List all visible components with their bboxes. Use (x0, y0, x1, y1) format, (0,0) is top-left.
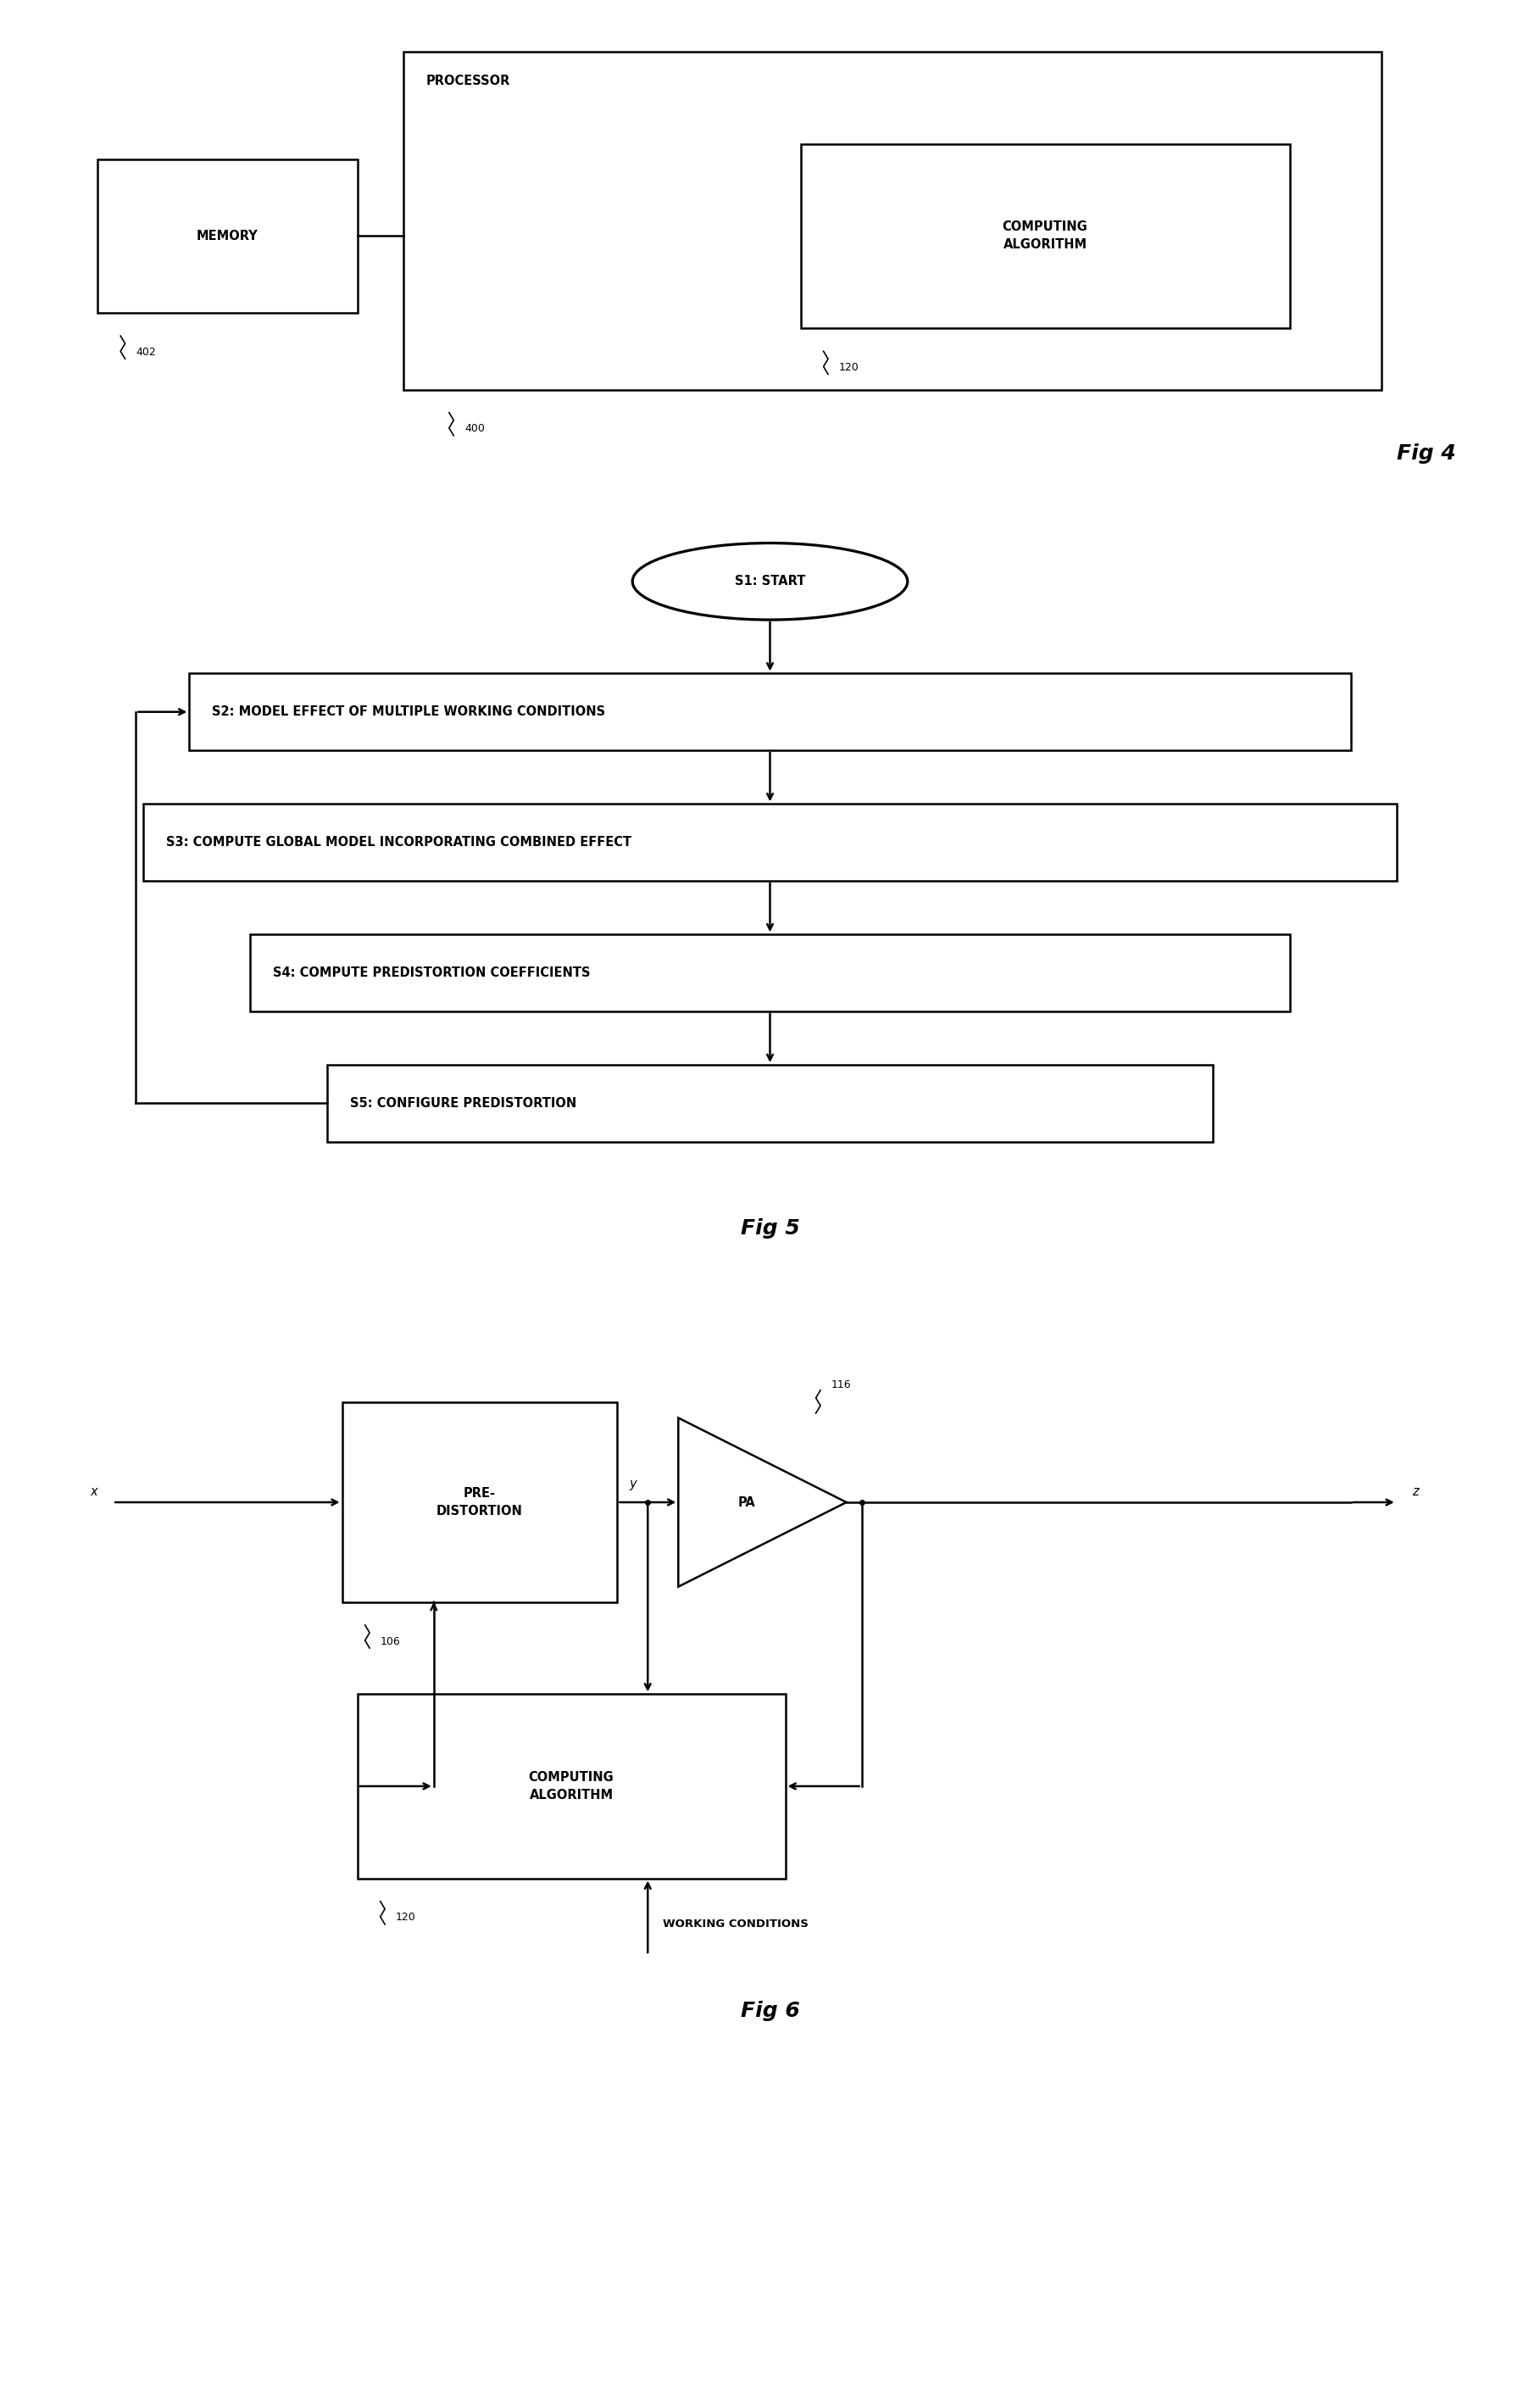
Text: COMPUTING
ALGORITHM: COMPUTING ALGORITHM (1003, 221, 1087, 250)
Text: y: y (630, 1477, 636, 1489)
Text: 400: 400 (465, 423, 485, 435)
Text: MEMORY: MEMORY (197, 229, 259, 243)
Bar (403, 53, 1381, 390)
Bar (326, 1066, 1214, 1140)
Bar (801, 144, 1289, 327)
Ellipse shape (633, 544, 907, 621)
Text: Fig 6: Fig 6 (741, 2002, 799, 2021)
Text: S2: MODEL EFFECT OF MULTIPLE WORKING CONDITIONS: S2: MODEL EFFECT OF MULTIPLE WORKING CON… (213, 705, 605, 719)
Text: PRE-
DISTORTION: PRE- DISTORTION (436, 1487, 522, 1518)
Text: S1: START: S1: START (735, 575, 805, 587)
Text: 106: 106 (380, 1636, 400, 1646)
Bar (97, 159, 357, 313)
Text: WORKING CONDITIONS: WORKING CONDITIONS (664, 1920, 808, 1930)
Text: x: x (91, 1485, 97, 1497)
Bar (189, 674, 1351, 751)
Text: 120: 120 (396, 1913, 416, 1922)
Text: S4: COMPUTE PREDISTORTION COEFFICIENTS: S4: COMPUTE PREDISTORTION COEFFICIENTS (273, 967, 591, 979)
Text: S5: CONFIGURE PREDISTORTION: S5: CONFIGURE PREDISTORTION (350, 1097, 576, 1109)
Text: COMPUTING
ALGORITHM: COMPUTING ALGORITHM (528, 1771, 614, 1802)
Bar (357, 1694, 785, 1879)
Bar (143, 804, 1397, 881)
Polygon shape (678, 1417, 847, 1586)
Text: Fig 5: Fig 5 (741, 1217, 799, 1239)
Bar (251, 934, 1289, 1011)
Text: S3: COMPUTE GLOBAL MODEL INCORPORATING COMBINED EFFECT: S3: COMPUTE GLOBAL MODEL INCORPORATING C… (166, 835, 631, 849)
Text: PA: PA (738, 1497, 756, 1509)
Text: 116: 116 (832, 1379, 852, 1391)
Text: 402: 402 (136, 346, 156, 358)
Text: Fig 4: Fig 4 (1397, 443, 1455, 464)
Text: z: z (1412, 1485, 1418, 1497)
Text: 120: 120 (839, 361, 859, 373)
Text: PROCESSOR: PROCESSOR (427, 75, 510, 87)
Bar (342, 1403, 618, 1602)
